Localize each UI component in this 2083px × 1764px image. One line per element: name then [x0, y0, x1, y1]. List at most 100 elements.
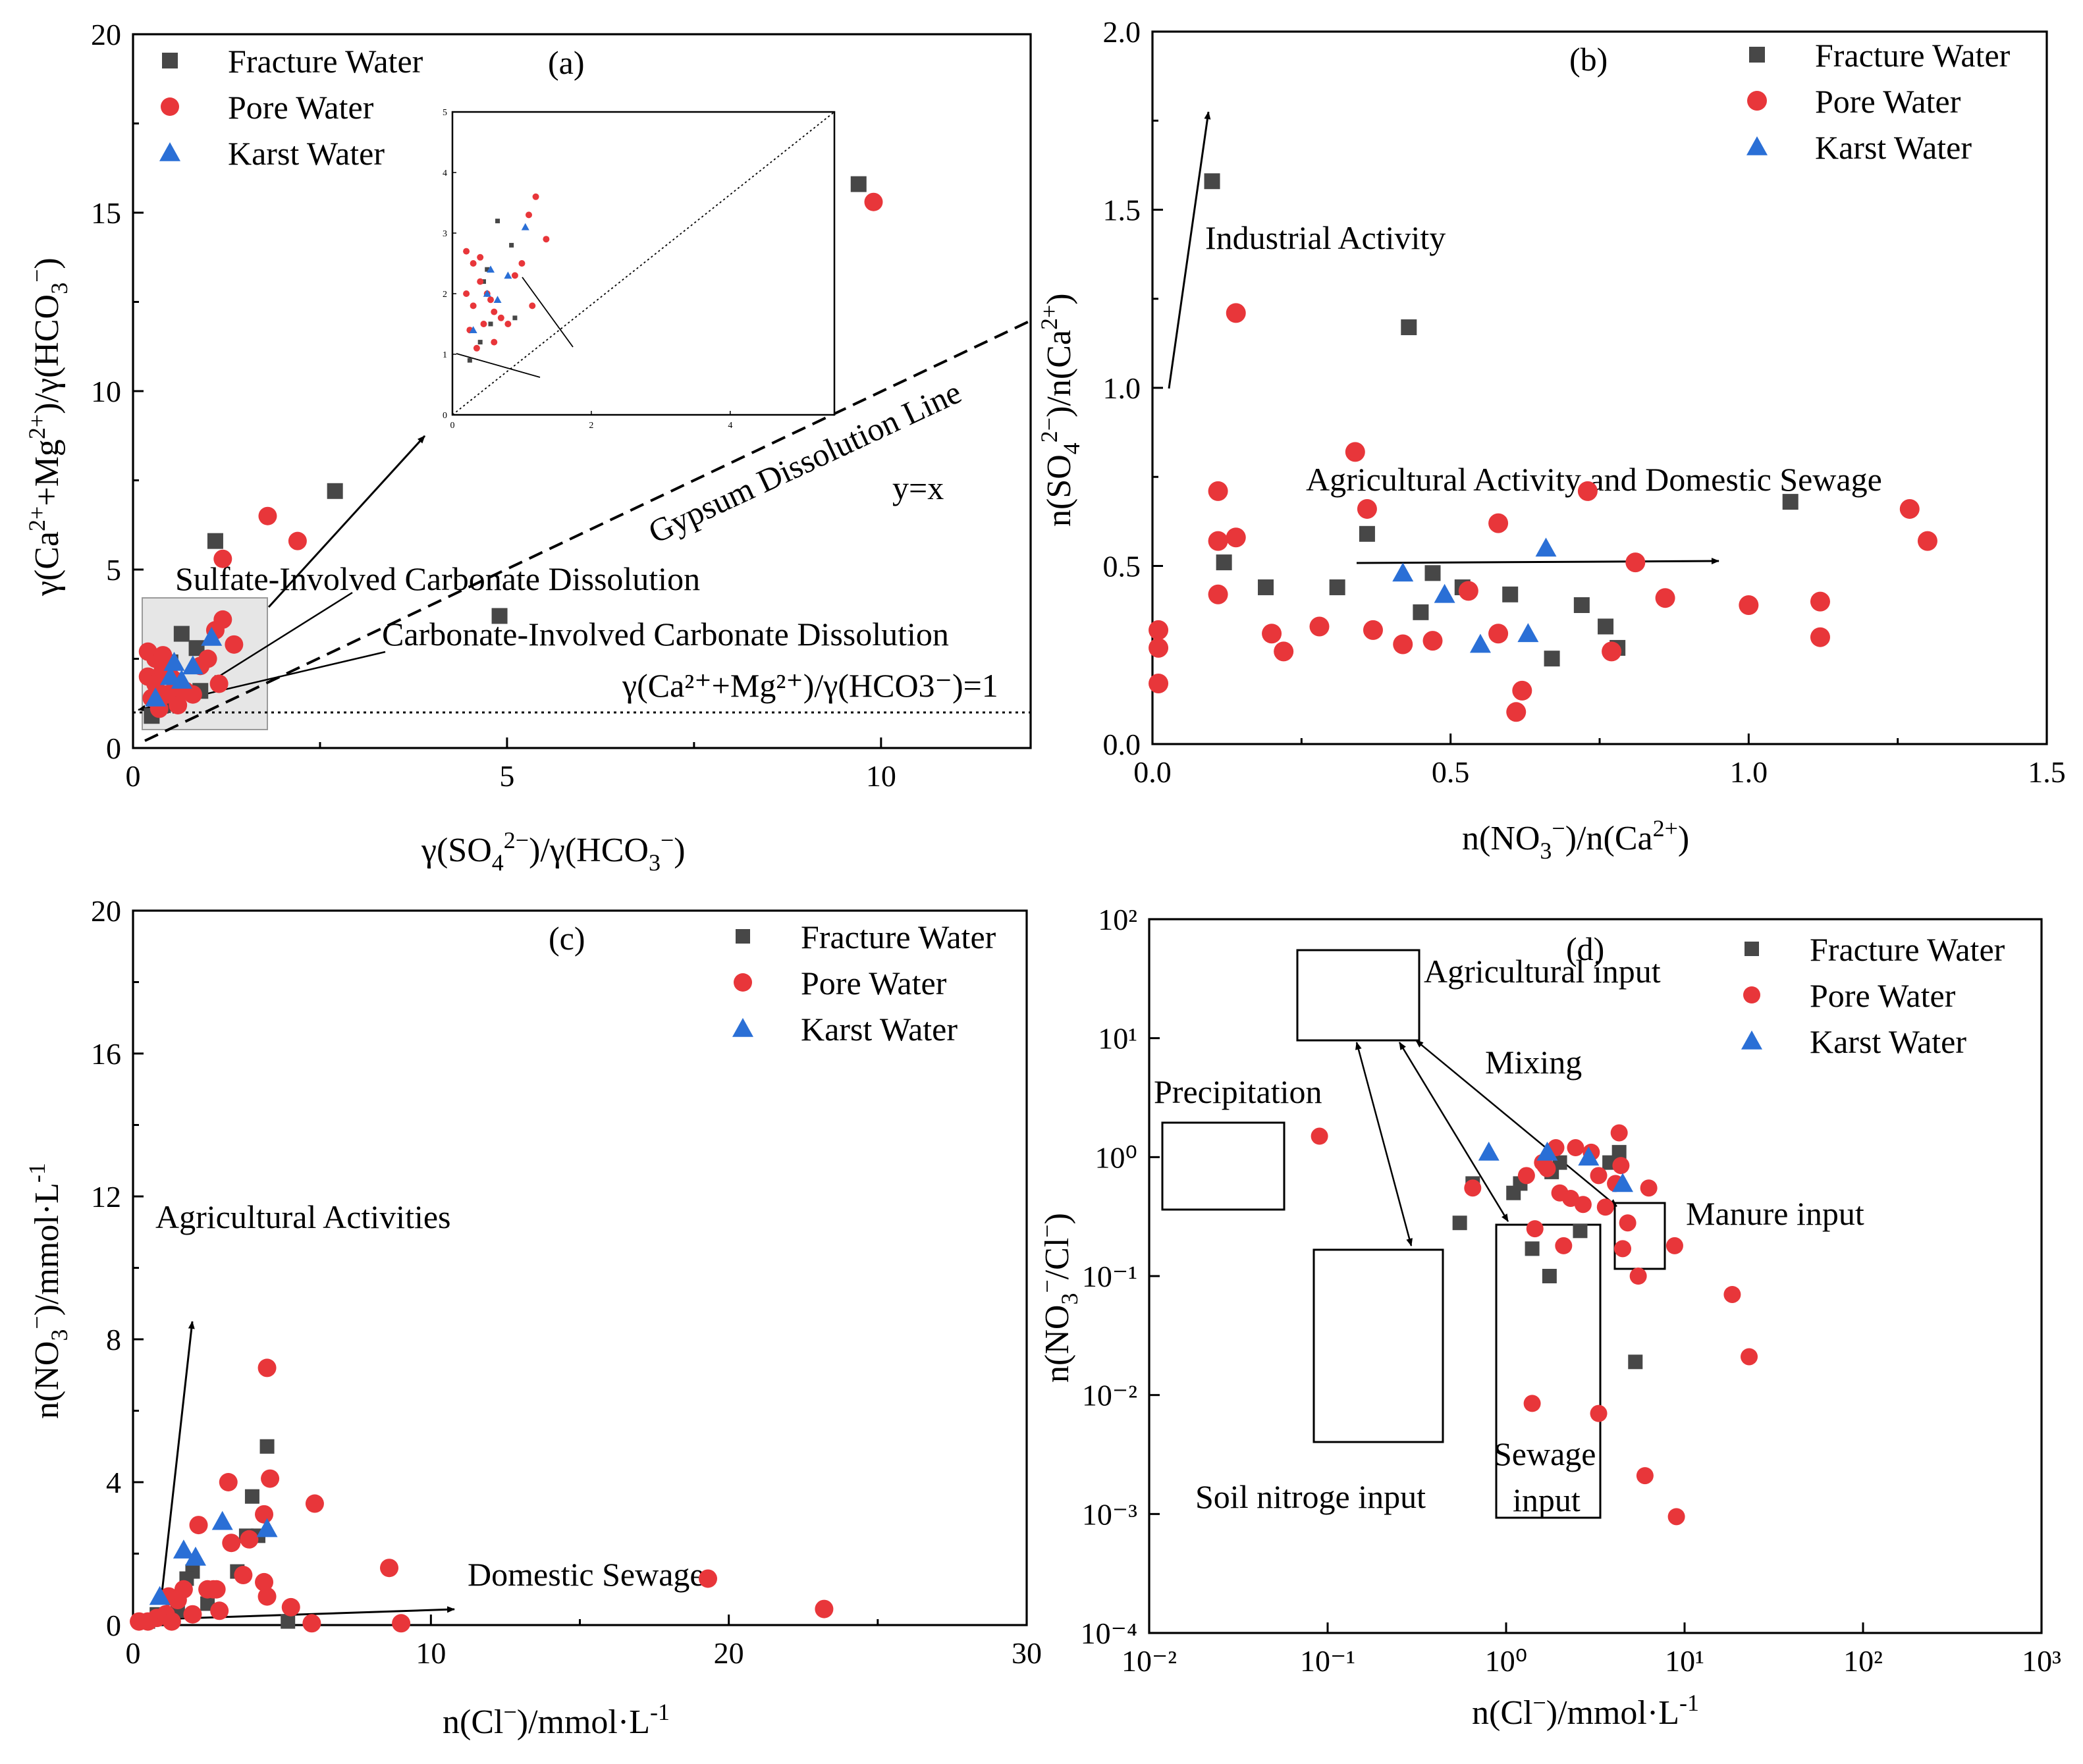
inset-pore-point: [477, 254, 484, 261]
pore-water-point: [225, 635, 244, 654]
karst-water-point: [1535, 537, 1557, 557]
pore-water-point: [1311, 1127, 1328, 1145]
fracture-water-point: [1452, 1216, 1467, 1231]
panel-c: (c) Agricultural Activities Domestic Sew…: [24, 894, 1042, 1741]
pore-water-point: [281, 1597, 300, 1617]
pore-water-point: [1345, 442, 1365, 462]
pore-water-point: [1640, 1179, 1658, 1197]
pore-water-point: [1464, 1179, 1482, 1197]
x-tick-label: 10⁰: [1485, 1644, 1527, 1678]
y-tick-label: 10⁻¹: [1082, 1260, 1137, 1293]
inset-fracture-point: [467, 358, 472, 363]
box-manure: [1613, 1202, 1666, 1270]
inset-pore-point: [504, 321, 512, 327]
karst-water-point: [184, 1546, 206, 1566]
fracture-water-point: [1573, 597, 1590, 614]
inset-arrow-2: [456, 353, 541, 378]
panel-a: (a) Gypsum Dissolution Line y=x Sulfate-…: [24, 18, 1032, 876]
x-tick-label: 10³: [2022, 1644, 2061, 1678]
yx-label: y=x: [892, 469, 944, 506]
pore-water-point: [1357, 498, 1377, 519]
inset-pore-point: [543, 236, 550, 243]
fracture-water-point: [1413, 604, 1429, 620]
karst-water-point: [1536, 1141, 1558, 1161]
inset-plot: 0 2 4 0 1 2 3 4 5: [443, 108, 836, 431]
fracture-water-point: [1359, 525, 1375, 542]
legend-pore-water-marker: [734, 973, 752, 992]
box-agricultural: [1296, 949, 1420, 1042]
pore-water-point: [1655, 588, 1675, 608]
agricultural-input-label: Agricultural input: [1424, 953, 1661, 990]
legend-fracture-water-marker: [162, 53, 178, 68]
inset-y-tick-label: 2: [443, 290, 447, 300]
y-tick-label: 10⁻⁴: [1081, 1617, 1137, 1650]
fracture-water-point: [173, 626, 190, 642]
inset-x-tick-label: 0: [450, 421, 455, 431]
karst-water-point: [1517, 623, 1539, 643]
inset-points: [463, 193, 550, 363]
y-tick-label: 20: [91, 894, 121, 928]
pore-water-point: [1526, 1220, 1544, 1238]
panel-c-ylabel: n(NO3−)/mmol·L-1: [24, 1163, 72, 1419]
legend-fracture-water-marker: [1745, 942, 1759, 956]
inset-karst-point: [504, 271, 512, 279]
arrow-agri-soil: [1355, 1042, 1413, 1246]
panel-b-legend: Fracture Water Pore Water Karst Water: [1746, 37, 2011, 166]
fracture-water-point: [1329, 579, 1345, 595]
inset-karst-point: [483, 290, 491, 297]
karst-water-point: [1469, 633, 1491, 653]
pore-water-point: [183, 685, 202, 704]
arrow-agricultural-activities: [160, 1321, 195, 1599]
inset-pore-point: [491, 308, 498, 315]
pore-water-point: [1458, 581, 1478, 601]
pore-water-point: [130, 1612, 149, 1631]
y-tick-label: 10²: [1098, 903, 1137, 936]
inset-karst-point: [469, 326, 477, 333]
arrow-sulfate: [210, 591, 353, 683]
inset-y-tick-label: 3: [443, 229, 447, 239]
panel-d-ticks: 10⁻² 10⁻¹ 10⁰ 10¹ 10² 10³ 10⁻⁴ 10⁻³ 10⁻² 10⁻¹ 10⁰ 1…: [1081, 903, 2061, 1678]
y-tick-label: 0.0: [1103, 728, 1141, 761]
inset-pore-point: [470, 260, 477, 267]
inset-karst-point: [521, 223, 529, 230]
panel-b-label: (b): [1569, 41, 1608, 78]
inset-pore-point: [487, 296, 494, 304]
fracture-water-point: [1542, 1269, 1557, 1283]
pore-water-point: [189, 1516, 208, 1535]
panel-a-xlabel: γ(SO42−)/γ(HCO3−): [421, 827, 686, 876]
legend-fracture-label: Fracture Water: [228, 43, 423, 80]
pore-water-point: [1562, 1189, 1580, 1207]
x-tick-label: 30: [1012, 1636, 1042, 1670]
x-tick-label: 10: [866, 759, 896, 793]
legend-karst-water-marker: [159, 142, 180, 161]
inset-fracture-point: [495, 219, 500, 224]
inset-frame: [451, 111, 836, 416]
pore-water-point: [169, 695, 188, 714]
carbonate-dissolution-label: Carbonate-Involved Carbonate Dissolution: [382, 616, 949, 653]
x-tick-label: 0.0: [1133, 755, 1172, 789]
pore-water-point: [1523, 1395, 1541, 1412]
pore-water-point: [1488, 513, 1509, 533]
pore-water-point: [1917, 531, 1937, 551]
pore-water-point: [392, 1614, 411, 1633]
karst-water-point: [211, 1510, 233, 1530]
arrow-industrial: [1168, 111, 1211, 389]
inset-pore-point: [473, 344, 480, 352]
panel-d-xlabel: n(Cl−)/mmol·L-1: [1472, 1690, 1699, 1732]
x-tick-label: 1.5: [2028, 755, 2066, 789]
legend-fracture-label: Fracture Water: [1815, 37, 2011, 74]
inset-pore-point: [477, 278, 484, 285]
fracture-water-point: [1258, 579, 1274, 595]
panel-b-ticks: 0.0 0.5 1.0 1.5 0.0 0.5 1.0 1.5 2.0: [1103, 15, 2066, 789]
pore-water-point: [261, 1469, 280, 1488]
x-tick-label: 10⁻²: [1122, 1644, 1177, 1678]
panel-d-label: (d): [1566, 930, 1604, 967]
pore-water-point: [815, 1599, 834, 1618]
pore-water-point: [198, 649, 217, 668]
y-tick-label: 16: [91, 1037, 121, 1071]
karst-water-point: [1612, 1173, 1634, 1192]
sewage-label: Sewage: [1494, 1435, 1596, 1472]
pore-water-point: [153, 646, 173, 665]
soil-input-label: Soil nitroge input: [1195, 1478, 1426, 1515]
